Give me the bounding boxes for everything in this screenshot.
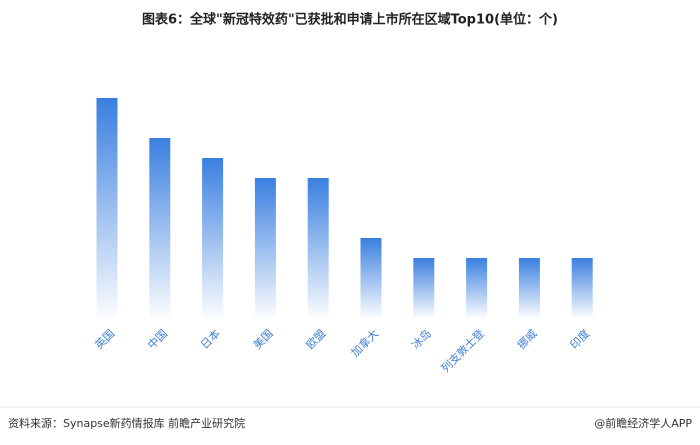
bar — [466, 258, 488, 318]
bar — [254, 178, 276, 318]
chart-title: 图表6：全球"新冠特效药"已获批和申请上市所在区域Top10(单位：个) — [142, 12, 558, 28]
x-tick-label: 冰岛 — [409, 326, 434, 351]
x-tick-label: 欧盟 — [304, 327, 329, 352]
x-tick-label: 加拿大 — [348, 326, 381, 359]
credit: @前瞻经济学人APP — [594, 416, 692, 430]
x-tick-label: 日本 — [197, 326, 222, 351]
x-tick-label: 美国 — [251, 327, 276, 352]
x-tick-label: 英国 — [92, 326, 117, 351]
bar — [149, 138, 171, 318]
bar — [96, 98, 118, 318]
bar — [307, 178, 329, 318]
source-note: 资料来源：Synapse新药情报库 前瞻产业研究院 — [8, 416, 245, 430]
x-tick-label: 印度 — [567, 326, 592, 351]
bar — [518, 258, 540, 318]
bar — [413, 258, 435, 318]
x-tick-label: 挪威 — [514, 326, 539, 351]
bar — [571, 258, 593, 318]
x-tick-label: 列支敦士登 — [438, 326, 487, 375]
bar — [360, 238, 382, 318]
x-tick-label: 中国 — [145, 327, 170, 352]
bar — [202, 158, 224, 318]
